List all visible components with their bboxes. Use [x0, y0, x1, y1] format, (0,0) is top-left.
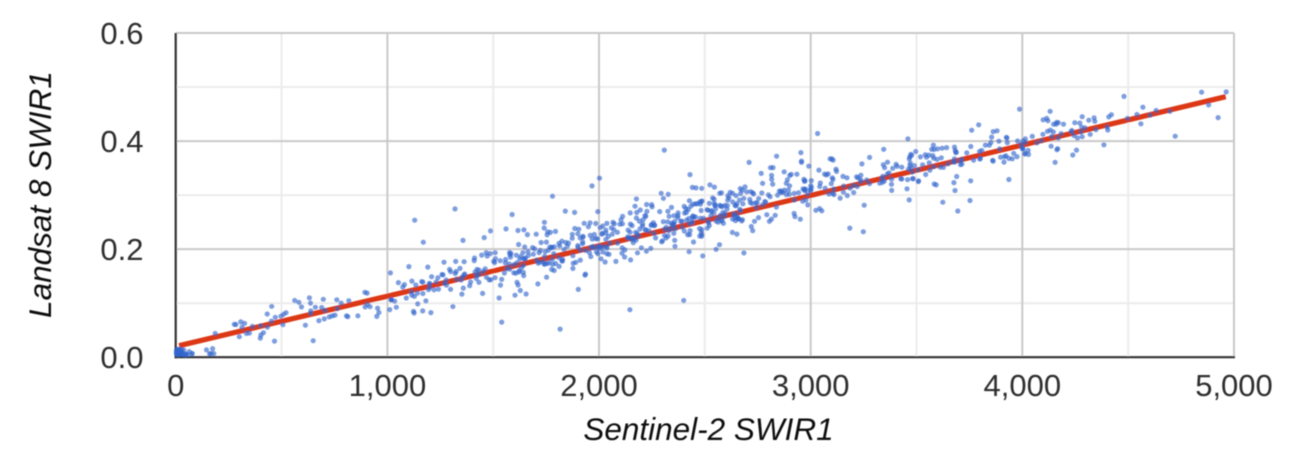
svg-text:0.0: 0.0 [100, 340, 143, 375]
svg-text:Sentinel-2 SWIR1: Sentinel-2 SWIR1 [583, 411, 833, 447]
svg-text:3,000: 3,000 [772, 368, 850, 403]
svg-text:4,000: 4,000 [984, 368, 1062, 403]
svg-text:0.2: 0.2 [100, 232, 143, 267]
svg-text:5,000: 5,000 [1195, 368, 1273, 403]
svg-text:Landsat 8 SWIR1: Landsat 8 SWIR1 [22, 71, 58, 318]
svg-text:2,000: 2,000 [560, 368, 638, 403]
svg-text:0.6: 0.6 [100, 16, 143, 51]
svg-text:1,000: 1,000 [349, 368, 427, 403]
svg-text:0: 0 [167, 368, 184, 403]
svg-text:0.4: 0.4 [100, 124, 143, 159]
